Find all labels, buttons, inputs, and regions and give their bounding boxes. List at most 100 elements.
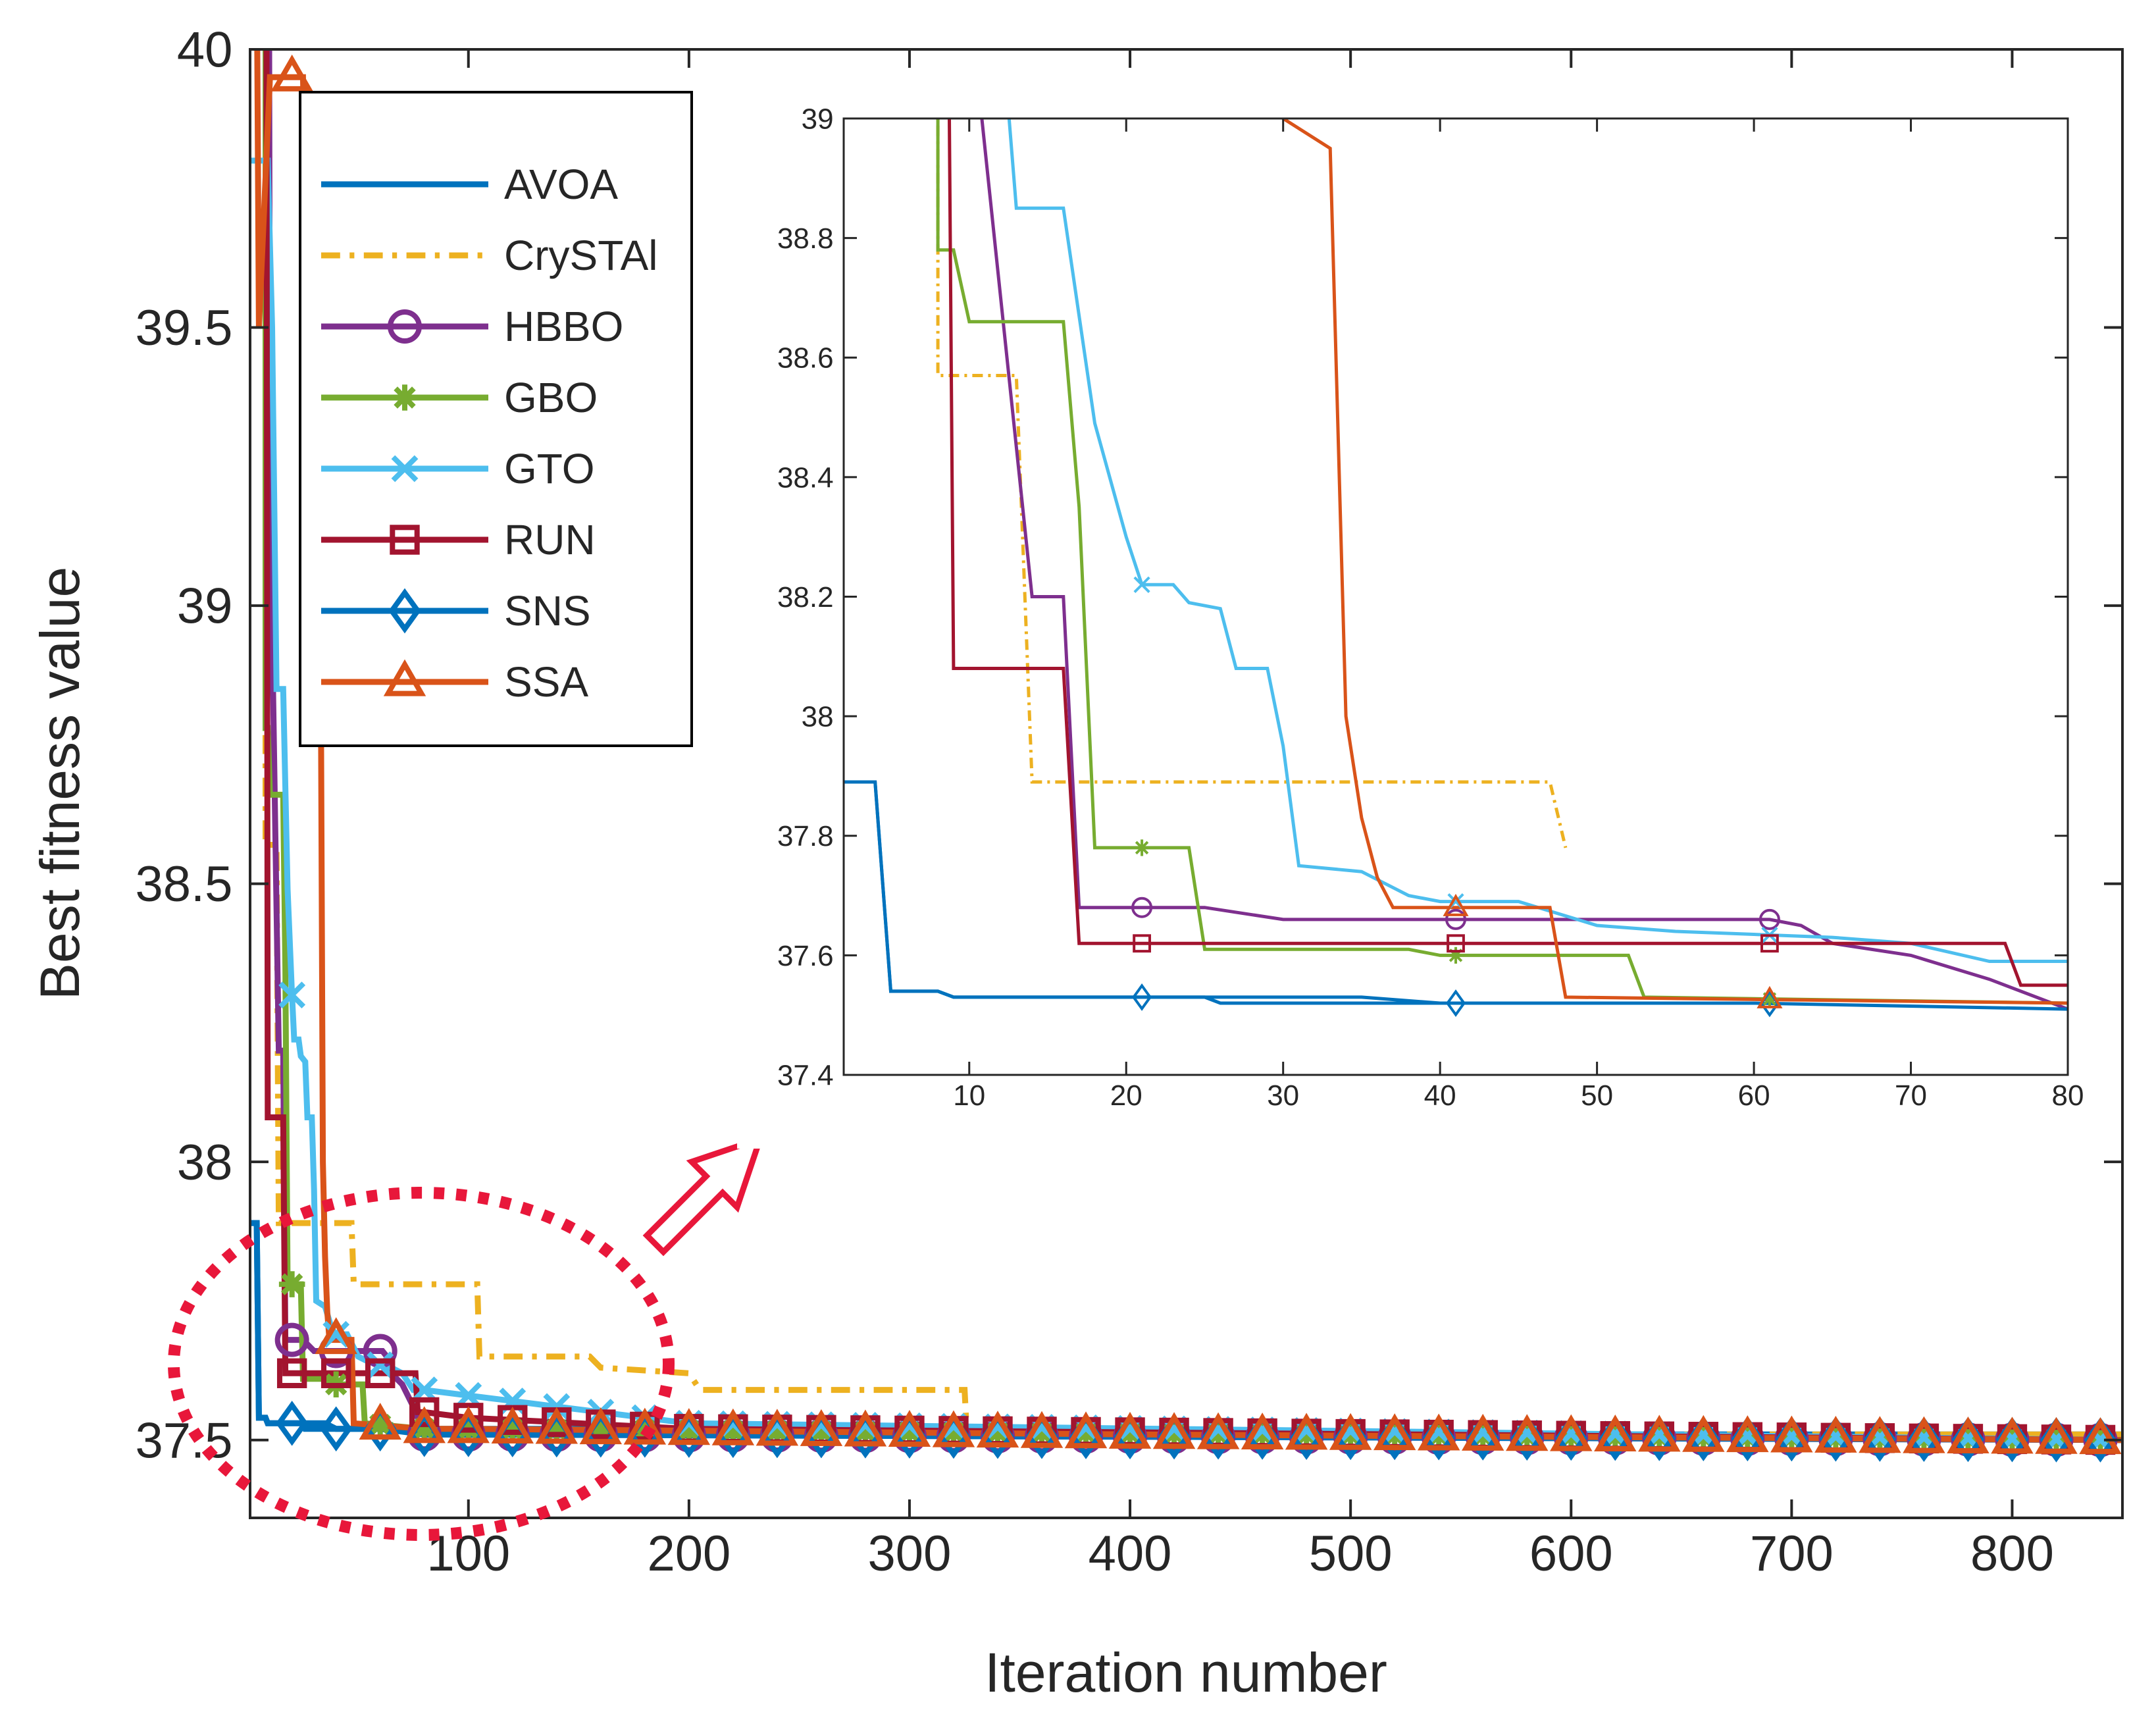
legend-swatch-marker xyxy=(392,384,418,411)
main-marker-ssa xyxy=(888,1409,931,1447)
main-marker-gbo xyxy=(1161,1420,1187,1447)
main-marker-ssa xyxy=(1770,1415,1813,1453)
main-marker-ssa xyxy=(623,1407,667,1445)
main-marker-gbo xyxy=(278,1271,305,1297)
main-marker-ssa xyxy=(1417,1413,1460,1451)
inset-marker-ssa xyxy=(1757,985,1783,1008)
main-x-tick-label: 300 xyxy=(868,1526,952,1582)
main-marker-ssa xyxy=(976,1411,1019,1448)
main-axes-frame xyxy=(249,48,2124,1519)
main-marker-gbo xyxy=(1029,1420,1055,1446)
main-marker-gbo xyxy=(1117,1420,1143,1447)
main-x-tick-label: 400 xyxy=(1089,1526,1172,1582)
main-marker-ssa xyxy=(2035,1417,2078,1454)
main-marker-hbbo xyxy=(274,1322,309,1357)
main-marker-ssa xyxy=(1064,1411,1108,1449)
main-x-tick-label: 500 xyxy=(1309,1526,1393,1582)
main-marker-ssa xyxy=(1814,1415,1857,1453)
legend-entry-gto: GTO xyxy=(321,445,595,492)
legend-entries: AVOA CrySTAl HBBO GBO GTO RUN SNS SSA xyxy=(321,161,657,706)
main-marker-gbo xyxy=(764,1418,790,1445)
main-marker-ssa xyxy=(800,1409,843,1446)
inset-marker-gbo xyxy=(1761,991,1778,1008)
main-marker-gbo xyxy=(676,1417,702,1444)
main-marker-gbo xyxy=(588,1417,614,1443)
inset-x-tick-label: 50 xyxy=(1581,1079,1613,1112)
inset-y-tick-label: 38.2 xyxy=(777,581,834,613)
inset-line-hbbo xyxy=(980,118,2068,1011)
inset-y-ticks: 37.4 37.6 37.8 38 38.2 38.4 38.6 38.8 39 xyxy=(777,103,2068,1091)
zoom-highlight-ellipse xyxy=(168,1187,675,1541)
main-marker-ssa xyxy=(1196,1412,1240,1449)
main-marker-gbo xyxy=(1337,1422,1364,1448)
inset-x-tick-label: 60 xyxy=(1738,1079,1770,1112)
main-marker-gbo xyxy=(852,1418,879,1445)
inset-marker-gbo xyxy=(1447,947,1464,964)
main-marker-ssa xyxy=(403,1406,446,1443)
main-marker-ssa xyxy=(1550,1414,1593,1451)
main-marker-ssa xyxy=(535,1407,578,1444)
main-marker-ssa xyxy=(1506,1414,1549,1451)
main-marker-run xyxy=(365,1358,396,1388)
main-x-tick-label: 700 xyxy=(1750,1526,1834,1582)
inset-axes: 10 20 30 40 50 60 70 80 37.437.637.83838.238.43… xyxy=(737,76,2099,1149)
inset-x-tick-label: 20 xyxy=(1110,1079,1142,1112)
inset-marker-sns xyxy=(1132,983,1152,1011)
main-marker-gbo xyxy=(1205,1420,1231,1447)
main-marker-gbo xyxy=(896,1418,923,1445)
main-marker-gbo xyxy=(720,1418,746,1444)
main-marker-ssa xyxy=(667,1408,711,1445)
main-y-tick-label: 38 xyxy=(177,1135,233,1191)
legend-entry-ssa: SSA xyxy=(321,658,588,706)
inset-marker-gto xyxy=(1133,576,1150,593)
main-marker-gbo xyxy=(499,1416,526,1443)
inset-y-tick-label: 38.4 xyxy=(777,461,834,494)
main-y-tick-label: 39.5 xyxy=(135,300,232,356)
main-marker-ssa xyxy=(1947,1416,1989,1453)
inset-marker-hbbo xyxy=(1445,908,1466,930)
inset-y-tick-label: 39 xyxy=(802,103,834,135)
inset-line-sns xyxy=(844,780,2068,1011)
main-marker-run xyxy=(409,1397,440,1428)
main-marker-gto xyxy=(278,981,306,1009)
main-y-ticks: 37.5 38 38.5 39 39.5 40 xyxy=(135,22,2122,1469)
main-marker-sns xyxy=(275,1400,309,1446)
main-marker-gbo xyxy=(1293,1421,1320,1448)
main-marker-run xyxy=(276,1358,307,1388)
main-marker-ssa xyxy=(447,1406,490,1443)
legend-entry-hbbo: HBBO xyxy=(321,303,623,350)
main-marker-gbo xyxy=(985,1419,1011,1446)
main-y-tick-label: 40 xyxy=(177,22,233,78)
inset-line-run xyxy=(947,118,2068,987)
inset-y-tick-label: 38.8 xyxy=(777,222,834,255)
inset-line-gto xyxy=(1007,118,2068,963)
legend-swatch-marker xyxy=(390,525,420,555)
main-marker-ssa xyxy=(315,1317,357,1355)
legend-label: HBBO xyxy=(504,303,623,350)
inset-marker-run xyxy=(1447,934,1465,953)
inset-line-gbo xyxy=(936,118,2068,1005)
main-marker-ssa xyxy=(756,1409,799,1446)
legend-label: GTO xyxy=(504,445,595,492)
main-marker-ssa xyxy=(1638,1415,1681,1452)
main-marker-gbo xyxy=(1073,1420,1099,1447)
main-x-tick-label: 200 xyxy=(647,1526,731,1582)
main-marker-gbo xyxy=(411,1415,438,1442)
legend-swatch-marker xyxy=(388,588,421,634)
inset-x-tick-label: 40 xyxy=(1424,1079,1456,1112)
legend-swatch-marker xyxy=(383,659,426,696)
inset-marker-run xyxy=(1133,934,1151,953)
legend-label: SSA xyxy=(504,658,588,706)
x-axis-label: Iteration number xyxy=(985,1642,1387,1703)
inset-x-tick-label: 80 xyxy=(2052,1079,2084,1112)
main-x-tick-label: 600 xyxy=(1529,1526,1613,1582)
inset-y-tick-label: 38 xyxy=(802,701,834,733)
main-marker-ssa xyxy=(359,1403,401,1440)
inset-y-tick-label: 37.4 xyxy=(777,1059,834,1091)
main-marker-ssa xyxy=(1461,1413,1504,1451)
inset-line-ssa xyxy=(1281,118,2068,1005)
inset-marker-ssa xyxy=(1443,893,1469,916)
main-x-tick-label: 100 xyxy=(426,1526,510,1582)
main-marker-ssa xyxy=(491,1406,534,1443)
